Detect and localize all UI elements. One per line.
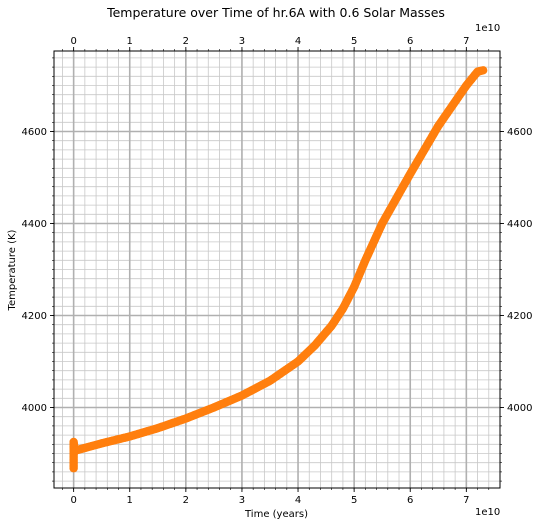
y-tick-label-right: 4600	[507, 127, 532, 138]
x-tick-label-top: 7	[463, 36, 469, 47]
x-tick-label: 3	[239, 495, 245, 506]
x-tick-label-top: 3	[239, 36, 245, 47]
x-axis-label: Time (years)	[244, 509, 308, 520]
x-tick-label: 4	[295, 495, 301, 506]
y-tick-label: 4200	[22, 311, 47, 322]
data-point	[478, 66, 488, 75]
x-tick-label-top: 6	[407, 36, 413, 47]
x-tick-label-top: 5	[351, 36, 357, 47]
y-tick-label: 4000	[22, 403, 47, 414]
x-tick-label: 1	[127, 495, 133, 506]
x-offset-top: 1e10	[475, 23, 500, 34]
y-tick-label: 4600	[22, 127, 47, 138]
x-tick-label-top: 4	[295, 36, 301, 47]
x-tick-label: 0	[70, 495, 76, 506]
x-offset-bottom: 1e10	[475, 507, 500, 518]
chart-title: Temperature over Time of hr.6A with 0.6 …	[106, 5, 445, 20]
x-tick-label-top: 0	[70, 36, 76, 47]
ticks-layer: 0 0 1 1 2 2 3 3 4 4 5 5 6 6 7 7 4000 4000 4200 4200 4400 4400…	[22, 36, 533, 506]
y-tick-label-right: 4000	[507, 403, 532, 414]
y-axis-label: Temperature (K)	[7, 229, 18, 311]
y-tick-label-right: 4200	[507, 311, 532, 322]
y-tick-label-right: 4400	[507, 219, 532, 230]
x-tick-label-top: 2	[183, 36, 189, 47]
x-tick-label: 2	[183, 495, 189, 506]
x-tick-label: 7	[463, 495, 469, 506]
minor-grid	[54, 51, 500, 488]
x-tick-label: 6	[407, 495, 413, 506]
series-layer	[69, 66, 488, 473]
x-tick-label-top: 1	[127, 36, 133, 47]
x-tick-label: 5	[351, 495, 357, 506]
y-tick-label: 4400	[22, 219, 47, 230]
